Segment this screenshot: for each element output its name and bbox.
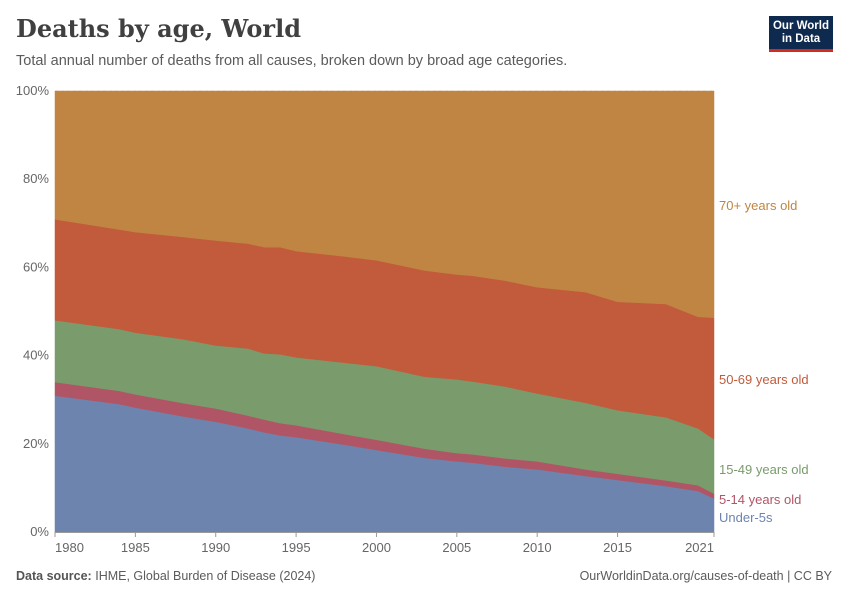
series-label-50-69-years-old[interactable]: 50-69 years old (719, 372, 809, 387)
series-label-under-5s[interactable]: Under-5s (719, 510, 773, 525)
logo-line-1: Our World (772, 20, 829, 32)
series-label-15-49-years-old[interactable]: 15-49 years old (719, 462, 809, 477)
x-tick-label: 2021 (685, 540, 714, 555)
series-label-5-14-years-old[interactable]: 5-14 years old (719, 492, 801, 507)
y-tick-label: 20% (23, 436, 49, 451)
y-tick-label: 60% (23, 259, 49, 274)
footer-link[interactable]: OurWorldinData.org/causes-of-death | CC … (579, 569, 832, 583)
data-source: Data source: IHME, Global Burden of Dise… (16, 569, 315, 583)
chart-title: Deaths by age, World (16, 14, 301, 43)
area-70-years-old[interactable] (54, 90, 715, 318)
y-tick-label: 80% (23, 171, 49, 186)
data-source-label: Data source: (16, 569, 92, 583)
x-tick-label: 1985 (121, 540, 150, 555)
x-tick-label: 2010 (523, 540, 552, 555)
x-tick-label: 1990 (201, 540, 230, 555)
y-tick-label: 100% (16, 83, 50, 98)
x-tick-label: 2000 (362, 540, 391, 555)
x-tick-label: 2005 (442, 540, 471, 555)
y-tick-label: 0% (30, 524, 49, 539)
series-label-70-years-old[interactable]: 70+ years old (719, 198, 797, 213)
x-tick-label: 1995 (282, 540, 311, 555)
stacked-area-chart[interactable]: 0% 20% 40% 60% 80% 100% 1980 1985 1990 1995 2000 20… (0, 0, 850, 560)
x-tick-label: 2015 (603, 540, 632, 555)
chart-subtitle: Total annual number of deaths from all c… (16, 53, 568, 69)
logo-line-2: in Data (781, 33, 821, 45)
x-tick-label: 1980 (55, 540, 84, 555)
owid-logo[interactable]: Our World in Data (769, 16, 833, 52)
y-tick-label: 40% (23, 348, 49, 363)
data-source-text[interactable]: IHME, Global Burden of Disease (2024) (95, 569, 316, 583)
